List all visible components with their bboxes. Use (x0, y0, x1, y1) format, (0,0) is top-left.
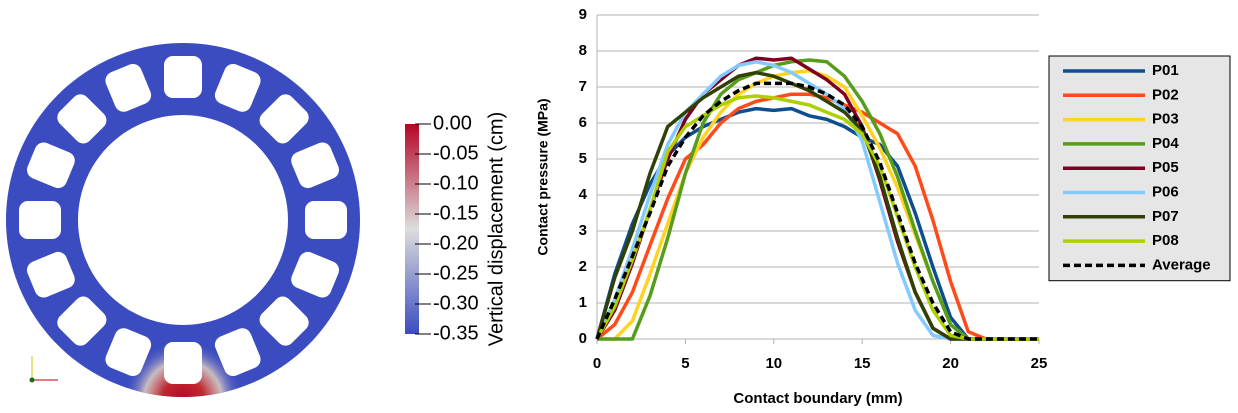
colorbar-tick-label: 0.00 (433, 112, 472, 134)
y-tick-label: 3 (579, 222, 587, 239)
colorbar-tick-label: -0.05 (433, 142, 479, 164)
hole (105, 63, 152, 112)
holes (19, 56, 347, 384)
colorbar-tick-label: -0.10 (433, 172, 479, 194)
y-tick-label: 1 (579, 294, 587, 311)
axes-triad (29, 356, 58, 383)
series-line (595, 56, 1039, 341)
colorbar-tick-label: -0.20 (433, 232, 479, 254)
series-line (597, 69, 1039, 341)
legend-label: P06 (1152, 183, 1179, 200)
legend-label: P04 (1152, 135, 1179, 152)
y-tick-label: 7 (579, 78, 587, 95)
legend-label: P03 (1152, 111, 1179, 128)
hole (291, 142, 340, 189)
legend-label: Average (1152, 256, 1211, 273)
hole (214, 328, 261, 377)
legend-label: P07 (1152, 208, 1179, 225)
y-tick-label: 8 (579, 42, 587, 59)
colorbar-tick-label: -0.25 (433, 262, 479, 284)
colorbar-tick-label: -0.35 (433, 322, 479, 344)
hole (26, 251, 75, 298)
hole (164, 342, 202, 384)
y-tick-label: 0 (579, 330, 587, 347)
hole (57, 296, 107, 346)
hole (259, 94, 309, 144)
y-tick-label: 5 (579, 150, 587, 167)
legend-label: P01 (1152, 62, 1179, 79)
displacement-field (6, 43, 361, 397)
colorbar-tick-label: -0.30 (433, 292, 479, 314)
y-tick-label: 6 (579, 114, 587, 131)
series-line (597, 58, 1039, 341)
hole (214, 63, 261, 112)
y-axis-label: Contact pressure (MPa) (535, 98, 551, 255)
x-tick-label: 0 (593, 355, 601, 372)
hole (305, 201, 347, 239)
x-axis-label: Contact boundary (mm) (733, 390, 902, 407)
x-tick-label: 10 (765, 355, 782, 372)
y-tick-label: 4 (579, 186, 588, 203)
x-tick-label: 5 (681, 355, 689, 372)
hole (19, 201, 61, 239)
y-tick-label: 9 (579, 6, 587, 23)
series-line (595, 92, 1039, 341)
colorbar (405, 124, 419, 334)
hole (164, 56, 202, 98)
colorbar-title: Vertical displacement (cm) (485, 112, 507, 347)
hole (105, 328, 152, 377)
x-tick-label: 25 (1031, 355, 1048, 372)
hole (291, 251, 340, 298)
hole (259, 296, 309, 346)
x-tick-label: 20 (942, 355, 959, 372)
hole (26, 142, 75, 189)
legend-label: P05 (1152, 159, 1179, 176)
y-tick-label: 2 (579, 258, 587, 275)
legend-label: P02 (1152, 86, 1179, 103)
legend-label: P08 (1152, 232, 1179, 249)
series-line (595, 81, 1039, 341)
colorbar-tick-label: -0.15 (433, 202, 479, 224)
series-line (595, 60, 1039, 341)
x-tick-label: 15 (854, 355, 871, 372)
hole (57, 94, 107, 144)
